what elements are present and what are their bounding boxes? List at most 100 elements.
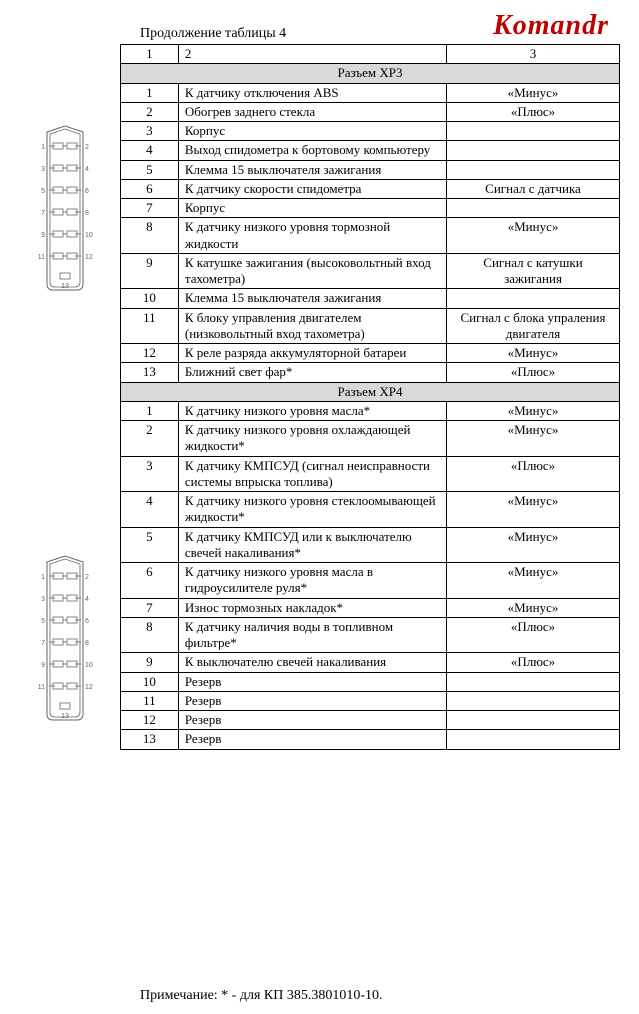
table-row: 9К катушке зажигания (высоковольтный вхо… (121, 253, 620, 289)
svg-text:3: 3 (41, 596, 45, 603)
pin-description: К выключателю свечей накаливания (178, 653, 446, 672)
pin-number: 8 (121, 617, 179, 653)
table-row: 5Клемма 15 выключателя зажигания (121, 160, 620, 179)
svg-text:12: 12 (85, 254, 93, 261)
pin-signal: «Плюс» (447, 102, 620, 121)
pin-number: 1 (121, 401, 179, 420)
pin-signal (447, 691, 620, 710)
table-row: 12Резерв (121, 711, 620, 730)
pin-signal: Сигнал с блока упраления двигателя (447, 308, 620, 344)
pin-number: 9 (121, 253, 179, 289)
pin-signal: «Минус» (447, 218, 620, 254)
pin-number: 10 (121, 289, 179, 308)
pin-description: К датчику скорости спидометра (178, 179, 446, 198)
pin-number: 11 (121, 691, 179, 710)
pin-number: 3 (121, 456, 179, 492)
pin-signal (447, 141, 620, 160)
pin-number: 2 (121, 102, 179, 121)
svg-text:13: 13 (61, 283, 69, 290)
svg-text:6: 6 (85, 618, 89, 625)
svg-text:10: 10 (85, 662, 93, 669)
pin-description: К датчику низкого уровня стеклоомывающей… (178, 492, 446, 528)
pin-number: 4 (121, 141, 179, 160)
pin-description: Корпус (178, 199, 446, 218)
pin-signal (447, 289, 620, 308)
svg-text:7: 7 (41, 640, 45, 647)
pin-signal (447, 199, 620, 218)
svg-text:11: 11 (38, 684, 45, 691)
header-col-3: 3 (447, 45, 620, 64)
pin-description: Клемма 15 выключателя зажигания (178, 289, 446, 308)
pin-number: 7 (121, 199, 179, 218)
svg-text:5: 5 (41, 618, 45, 625)
pin-signal (447, 711, 620, 730)
table-row: 12К реле разряда аккумуляторной батареи«… (121, 344, 620, 363)
svg-text:13: 13 (61, 713, 69, 720)
pin-description: Резерв (178, 672, 446, 691)
pin-signal: «Плюс» (447, 363, 620, 382)
pin-description: К датчику отключения ABS (178, 83, 446, 102)
pin-description: К реле разряда аккумуляторной батареи (178, 344, 446, 363)
pin-number: 12 (121, 344, 179, 363)
table-row: 7Износ тормозных накладок*«Минус» (121, 598, 620, 617)
header-col-2: 2 (178, 45, 446, 64)
table-row: 2К датчику низкого уровня охлаждающей жи… (121, 421, 620, 457)
pin-signal: «Минус» (447, 83, 620, 102)
table-row: 4К датчику низкого уровня стеклоомывающе… (121, 492, 620, 528)
pin-number: 7 (121, 598, 179, 617)
pin-number: 8 (121, 218, 179, 254)
section-header-label: Разъем XP3 (121, 64, 620, 83)
svg-text:4: 4 (85, 166, 89, 173)
svg-text:1: 1 (41, 144, 45, 151)
svg-text:6: 6 (85, 188, 89, 195)
table-row: 11Резерв (121, 691, 620, 710)
header-col-1: 1 (121, 45, 179, 64)
pin-description: К датчику низкого уровня охлаждающей жид… (178, 421, 446, 457)
table-row: 4Выход спидометра к бортовому компьютеру (121, 141, 620, 160)
table-row: 3Корпус (121, 122, 620, 141)
pin-signal: «Минус» (447, 563, 620, 599)
pin-number: 3 (121, 122, 179, 141)
svg-text:7: 7 (41, 210, 45, 217)
pin-number: 9 (121, 653, 179, 672)
brand-logo: Komandr (493, 10, 629, 42)
pin-signal: «Минус» (447, 344, 620, 363)
pin-signal (447, 122, 620, 141)
section-header-row: Разъем XP3 (121, 64, 620, 83)
pin-description: Резерв (178, 691, 446, 710)
pin-signal: Сигнал с катушки зажигания (447, 253, 620, 289)
pin-signal (447, 160, 620, 179)
table-row: 10Резерв (121, 672, 620, 691)
pin-description: Выход спидометра к бортовому компьютеру (178, 141, 446, 160)
pin-signal: «Минус» (447, 527, 620, 563)
svg-text:5: 5 (41, 188, 45, 195)
svg-text:9: 9 (41, 662, 45, 669)
pin-number: 11 (121, 308, 179, 344)
pin-description: К катушке зажигания (высоковольтный вход… (178, 253, 446, 289)
pin-signal (447, 672, 620, 691)
table-row: 10Клемма 15 выключателя зажигания (121, 289, 620, 308)
svg-text:10: 10 (85, 232, 93, 239)
pin-description: Корпус (178, 122, 446, 141)
footnote: Примечание: * - для КП 385.3801010-10. (10, 988, 629, 1004)
pin-number: 6 (121, 563, 179, 599)
section-header-label: Разъем XP4 (121, 382, 620, 401)
table-row: 11К блоку управления двигателем (низково… (121, 308, 620, 344)
table-row: 6К датчику скорости спидометраСигнал с д… (121, 179, 620, 198)
pin-description: К датчику КМПСУД (сигнал неисправности с… (178, 456, 446, 492)
connector-diagrams-column: 12345678910111213 12345678910111213 (10, 44, 120, 984)
table-row: 1К датчику отключения ABS«Минус» (121, 83, 620, 102)
svg-text:3: 3 (41, 166, 45, 173)
pin-signal: Сигнал с датчика (447, 179, 620, 198)
pin-number: 2 (121, 421, 179, 457)
table-row: 9К выключателю свечей накаливания«Плюс» (121, 653, 620, 672)
table-header-row: 1 2 3 (121, 45, 620, 64)
pin-description: К датчику наличия воды в топливном фильт… (178, 617, 446, 653)
pin-signal (447, 730, 620, 749)
pin-description: К блоку управления двигателем (низковоль… (178, 308, 446, 344)
pin-description: К датчику низкого уровня масла в гидроус… (178, 563, 446, 599)
pin-number: 12 (121, 711, 179, 730)
pin-number: 13 (121, 363, 179, 382)
svg-text:11: 11 (38, 254, 45, 261)
pin-description: Резерв (178, 711, 446, 730)
